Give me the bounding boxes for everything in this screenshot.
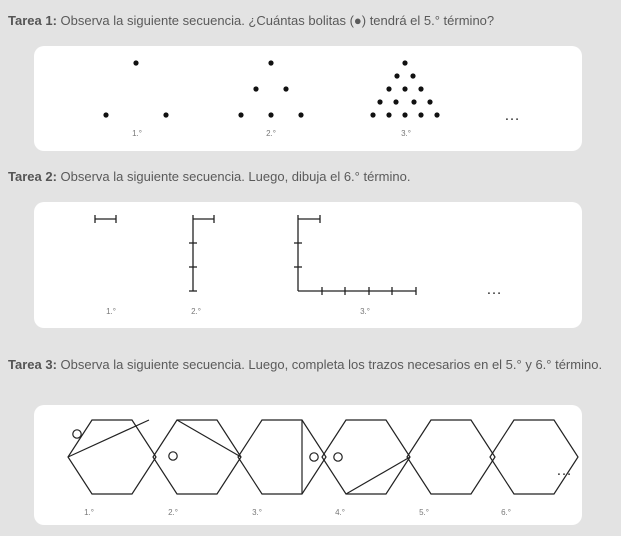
task-2-statement: Tarea 2: Observa la siguiente secuencia.… [8, 168, 613, 185]
term-label-1: 1.° [106, 307, 116, 316]
term-label-3: 3.° [252, 508, 262, 517]
segment-term-2 [189, 215, 215, 292]
segment-term-1 [94, 215, 117, 223]
dot-term-2 [238, 60, 304, 118]
hexagon-sequence-figure: 1.° 2.° 3.° 4.° 5.° 6.° … [67, 419, 579, 517]
hexagon-term-5 [406, 419, 496, 495]
task-1-card: 1.° 2.° 3.° … [34, 46, 582, 151]
task-2-title: Tarea 2: [8, 169, 57, 184]
task-3-title: Tarea 3: [8, 357, 57, 372]
hexagon-term-6 [489, 419, 579, 495]
term-label-3: 3.° [401, 129, 411, 138]
task-3-text: Observa la siguiente secuencia. Luego, c… [60, 357, 603, 372]
task-1-text: Observa la siguiente secuencia. ¿Cuántas… [60, 13, 495, 28]
term-label-4: 4.° [335, 508, 345, 517]
term-label-2: 2.° [266, 129, 276, 138]
ellipsis: … [504, 107, 520, 124]
term-label-1: 1.° [84, 508, 94, 517]
dot-sequence-figure: 1.° 2.° 3.° … [103, 60, 520, 138]
task-3-statement: Tarea 3: Observa la siguiente secuencia.… [8, 356, 613, 373]
term-label-2: 2.° [168, 508, 178, 517]
task-2-text: Observa la siguiente secuencia. Luego, d… [60, 169, 411, 184]
segment-term-3 [294, 215, 417, 295]
segment-sequence-figure: 1.° 2.° 3.° … [94, 215, 502, 316]
hexagon-term-4 [321, 419, 411, 495]
task-3-card: 1.° 2.° 3.° 4.° 5.° 6.° … [34, 405, 582, 525]
dot-term-1 [103, 60, 169, 118]
hexagon-term-3 [237, 419, 327, 495]
task-1-title: Tarea 1: [8, 13, 57, 28]
term-label-6: 6.° [501, 508, 511, 517]
ellipsis: … [556, 462, 572, 479]
term-label-2: 2.° [191, 307, 201, 316]
dot-term-3 [370, 60, 440, 118]
term-label-1: 1.° [132, 129, 142, 138]
term-label-5: 5.° [419, 508, 429, 517]
term-label-3: 3.° [360, 307, 370, 316]
hexagon-term-2 [152, 419, 242, 495]
hexagon-term-1 [67, 419, 157, 495]
task-2-card: 1.° 2.° 3.° … [34, 202, 582, 328]
task-1-statement: Tarea 1: Observa la siguiente secuencia.… [8, 12, 613, 29]
ellipsis: … [486, 281, 502, 298]
